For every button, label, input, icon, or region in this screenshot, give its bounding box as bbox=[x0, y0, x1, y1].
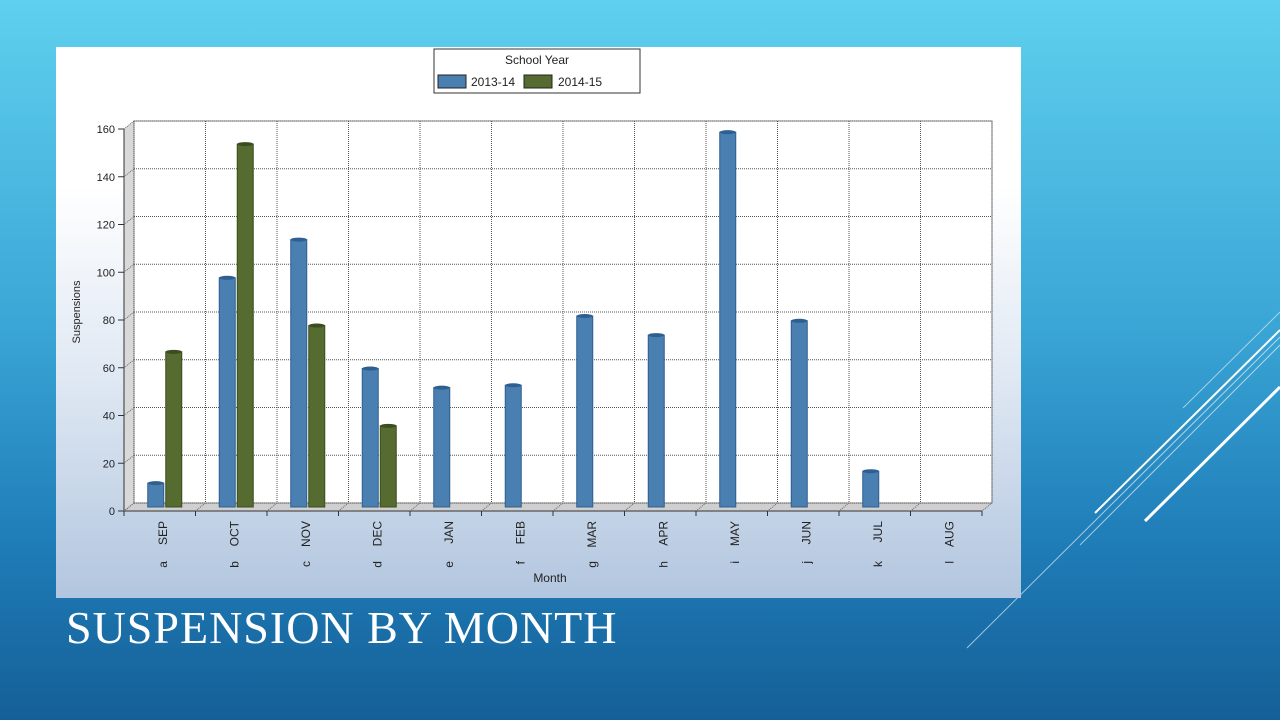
bar-2013-14 bbox=[647, 334, 665, 508]
x-category-code: a bbox=[156, 561, 170, 568]
bar-top-2014-15 bbox=[165, 349, 182, 354]
y-grid-depth bbox=[123, 407, 135, 416]
y-grid-depth bbox=[123, 263, 135, 273]
x-grid-depth bbox=[552, 502, 564, 512]
x-category-code: k bbox=[871, 560, 885, 567]
x-category-code: b bbox=[227, 561, 241, 568]
x-grid-depth bbox=[695, 502, 707, 512]
bar-2013-14 bbox=[433, 387, 451, 508]
bar-top-2013-14 bbox=[648, 333, 665, 338]
legend-label-2013-14: 2013-14 bbox=[471, 75, 515, 89]
bar-2014-15 bbox=[379, 425, 397, 508]
bar-2014-15 bbox=[165, 351, 183, 508]
bar-top-2014-15 bbox=[380, 423, 397, 428]
legend-label-2014-15: 2014-15 bbox=[558, 75, 602, 89]
legend-swatch-2013-14 bbox=[437, 74, 467, 89]
x-grid-depth bbox=[838, 502, 850, 512]
bar-top-2013-14 bbox=[147, 481, 164, 486]
y-tick-label: 60 bbox=[103, 363, 115, 375]
bar-2014-15 bbox=[308, 325, 326, 508]
x-category-code: h bbox=[656, 561, 670, 568]
bar-top-2013-14 bbox=[433, 385, 450, 390]
x-tick-label: DEC bbox=[370, 521, 384, 547]
bar-2013-14 bbox=[790, 320, 808, 508]
x-tick-label: AUG bbox=[942, 521, 956, 547]
y-grid-depth bbox=[123, 454, 135, 464]
bar-top-2014-15 bbox=[308, 323, 325, 328]
bar-top-2014-15 bbox=[237, 142, 254, 147]
bar-top-2013-14 bbox=[505, 383, 522, 388]
y-grid-depth bbox=[123, 359, 135, 369]
y-tick-label: 120 bbox=[97, 220, 115, 232]
x-grid-depth bbox=[266, 502, 278, 512]
x-grid-depth bbox=[481, 502, 492, 512]
bar-2013-14 bbox=[576, 315, 594, 508]
y-tick-label: 80 bbox=[103, 315, 115, 327]
bar-top-2013-14 bbox=[862, 469, 879, 474]
x-tick-label: MAR bbox=[585, 521, 599, 548]
x-tick-label: OCT bbox=[227, 520, 241, 546]
x-category-code: j bbox=[799, 561, 813, 565]
suspension-bar-chart: 0 20 40 60 80 100 120 140 160 SEP a OCT b NOV c DEC d JAN… bbox=[71, 48, 993, 585]
x-grid-depth bbox=[910, 502, 921, 512]
y-tick-label: 40 bbox=[103, 411, 115, 423]
x-category-code: c bbox=[299, 561, 313, 567]
bar-2013-14 bbox=[719, 131, 737, 508]
x-grid-depth bbox=[624, 502, 635, 512]
y-tick-label: 0 bbox=[109, 506, 115, 518]
y-tick-label: 140 bbox=[97, 172, 115, 184]
x-tick-label: SEP bbox=[156, 521, 170, 545]
x-tick-label: FEB bbox=[513, 521, 527, 544]
x-category-code: e bbox=[442, 561, 456, 568]
bar-top-2013-14 bbox=[576, 314, 593, 318]
bar-2013-14 bbox=[147, 482, 165, 508]
bar-2013-14 bbox=[290, 239, 308, 508]
legend-swatch-2014-15 bbox=[523, 74, 553, 89]
legend-title: School Year bbox=[505, 53, 569, 67]
bar-2013-14 bbox=[862, 470, 880, 508]
bar-2013-14 bbox=[218, 277, 236, 508]
bar-top-2013-14 bbox=[219, 275, 236, 280]
x-grid-depth bbox=[195, 502, 206, 512]
x-axis-title: Month bbox=[533, 571, 566, 585]
y-grid-depth bbox=[123, 311, 135, 321]
x-tick-label: MAY bbox=[728, 521, 742, 546]
bar-top-2013-14 bbox=[791, 318, 808, 323]
x-tick-label: APR bbox=[656, 521, 670, 546]
x-category-code: d bbox=[370, 561, 384, 568]
bar-2013-14 bbox=[361, 368, 379, 508]
x-grid-depth bbox=[767, 502, 778, 512]
y-axis-title: Suspensions bbox=[71, 280, 83, 343]
x-category-code: g bbox=[585, 561, 599, 568]
y-tick-label: 100 bbox=[97, 267, 115, 279]
x-category-code: f bbox=[513, 560, 527, 564]
y-tick-label: 20 bbox=[103, 458, 115, 470]
slide-title: SUSPENSION BY MONTH bbox=[66, 602, 618, 653]
x-category-code: l bbox=[942, 561, 956, 564]
y-grid-depth bbox=[123, 168, 135, 178]
x-tick-label: JUN bbox=[799, 521, 813, 544]
x-grid-depth bbox=[409, 502, 421, 512]
y-tick-label: 160 bbox=[97, 124, 115, 136]
bar-top-2013-14 bbox=[719, 130, 736, 135]
x-tick-label: JAN bbox=[442, 521, 456, 544]
x-grid-depth bbox=[123, 502, 135, 512]
bar-2014-15 bbox=[236, 143, 254, 508]
bar-top-2013-14 bbox=[290, 237, 307, 242]
x-tick-label: JUL bbox=[871, 521, 885, 543]
bar-2013-14 bbox=[504, 384, 522, 508]
bar-top-2013-14 bbox=[362, 366, 379, 371]
x-category-code: i bbox=[728, 561, 742, 564]
x-grid-depth bbox=[981, 502, 993, 512]
chart-panel: 0 20 40 60 80 100 120 140 160 SEP a OCT b NOV c DEC d JAN… bbox=[56, 47, 1021, 598]
x-tick-label: NOV bbox=[299, 521, 313, 547]
x-grid-depth bbox=[338, 502, 349, 512]
y-grid-depth bbox=[123, 120, 135, 130]
y-grid-depth bbox=[123, 216, 135, 225]
